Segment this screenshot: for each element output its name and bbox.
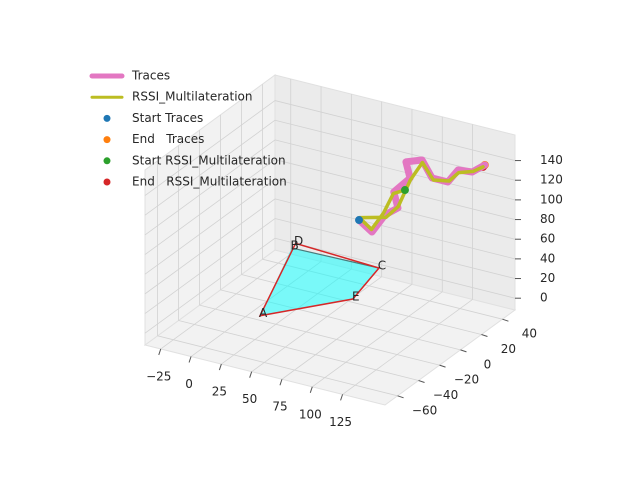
- x-tick: [158, 348, 162, 356]
- y-tick: [397, 395, 404, 399]
- z-tick-label: 80: [540, 212, 555, 226]
- x-tick-label: 75: [272, 400, 287, 414]
- z-tick-label: 60: [540, 232, 555, 246]
- anchor-label: A: [259, 306, 268, 320]
- x-tick-label: 100: [299, 407, 322, 421]
- z-tick-label: 0: [540, 291, 548, 305]
- z-tick-label: 120: [540, 173, 563, 187]
- x-tick-label: 0: [185, 377, 193, 391]
- anchor-link: [291, 247, 380, 269]
- anchor-label: E: [352, 290, 360, 304]
- grid-line: [157, 335, 398, 397]
- y-tick: [439, 364, 446, 368]
- x-tick: [309, 386, 313, 393]
- grid-line: [274, 218, 516, 279]
- y-tick-label: −40: [433, 388, 458, 402]
- y-tick-label: −60: [412, 403, 437, 417]
- grid-line: [274, 237, 516, 299]
- anchor-area: [260, 247, 379, 316]
- grid-line: [144, 178, 276, 275]
- series-line: [355, 156, 489, 236]
- x-tick: [188, 356, 192, 363]
- grid-line: [144, 159, 276, 255]
- grid-line: [251, 276, 382, 372]
- y-tick-label: 20: [501, 342, 516, 356]
- y-tick-label: 0: [484, 357, 492, 371]
- x-tick: [340, 394, 344, 401]
- grid-line: [144, 198, 276, 295]
- anchor-label: D: [294, 234, 303, 248]
- anchor-label: B: [291, 238, 299, 252]
- point: [400, 186, 409, 195]
- y-tick: [481, 334, 488, 337]
- legend-label: End Traces: [132, 132, 204, 146]
- grid-line: [342, 299, 473, 395]
- grid-line: [160, 253, 291, 350]
- x-tick-label: 25: [212, 385, 227, 399]
- point: [355, 216, 364, 225]
- grid-line: [274, 139, 516, 201]
- grid-line: [144, 139, 276, 236]
- grid-line: [178, 320, 419, 381]
- z-tick-label: 100: [540, 192, 563, 206]
- y-tick: [502, 318, 509, 322]
- grid-line: [281, 283, 413, 380]
- grid-line: [144, 119, 276, 216]
- grid-line: [274, 100, 516, 161]
- anchor-label: C: [378, 259, 386, 273]
- legend-marker: [103, 136, 111, 144]
- legend-label: Start Traces: [132, 111, 203, 125]
- z-tick-label: 140: [540, 153, 563, 167]
- grid-line: [220, 289, 461, 351]
- legend-label: RSSI_Multilateration: [132, 90, 253, 104]
- x-tick-label: 125: [329, 415, 352, 429]
- grid-line: [144, 237, 276, 334]
- z-tick-label: 40: [540, 251, 555, 265]
- y-tick: [460, 349, 467, 353]
- grid-line: [199, 304, 440, 366]
- x-tick-label: −25: [146, 369, 171, 383]
- grid-line: [312, 291, 443, 388]
- legend-marker: [103, 114, 111, 122]
- anchor-outline: [258, 242, 381, 317]
- z-tick-label: 20: [540, 271, 555, 285]
- x-tick-label: 50: [242, 392, 257, 406]
- grid-line: [274, 198, 516, 260]
- x-tick: [218, 363, 222, 371]
- legend-marker: [103, 178, 111, 186]
- legend-label: End RSSI_Multilateration: [132, 175, 287, 189]
- grid-line: [144, 100, 276, 196]
- x-tick: [249, 371, 253, 378]
- legend-marker: [103, 157, 111, 165]
- legend-label: Start RSSI_Multilateration: [132, 153, 286, 167]
- legend-label: Traces: [131, 69, 170, 83]
- y-tick-label: 40: [522, 327, 537, 341]
- y-tick-label: −20: [454, 373, 479, 387]
- x-tick: [279, 379, 283, 386]
- y-tick: [418, 380, 425, 383]
- grid-line: [144, 218, 276, 314]
